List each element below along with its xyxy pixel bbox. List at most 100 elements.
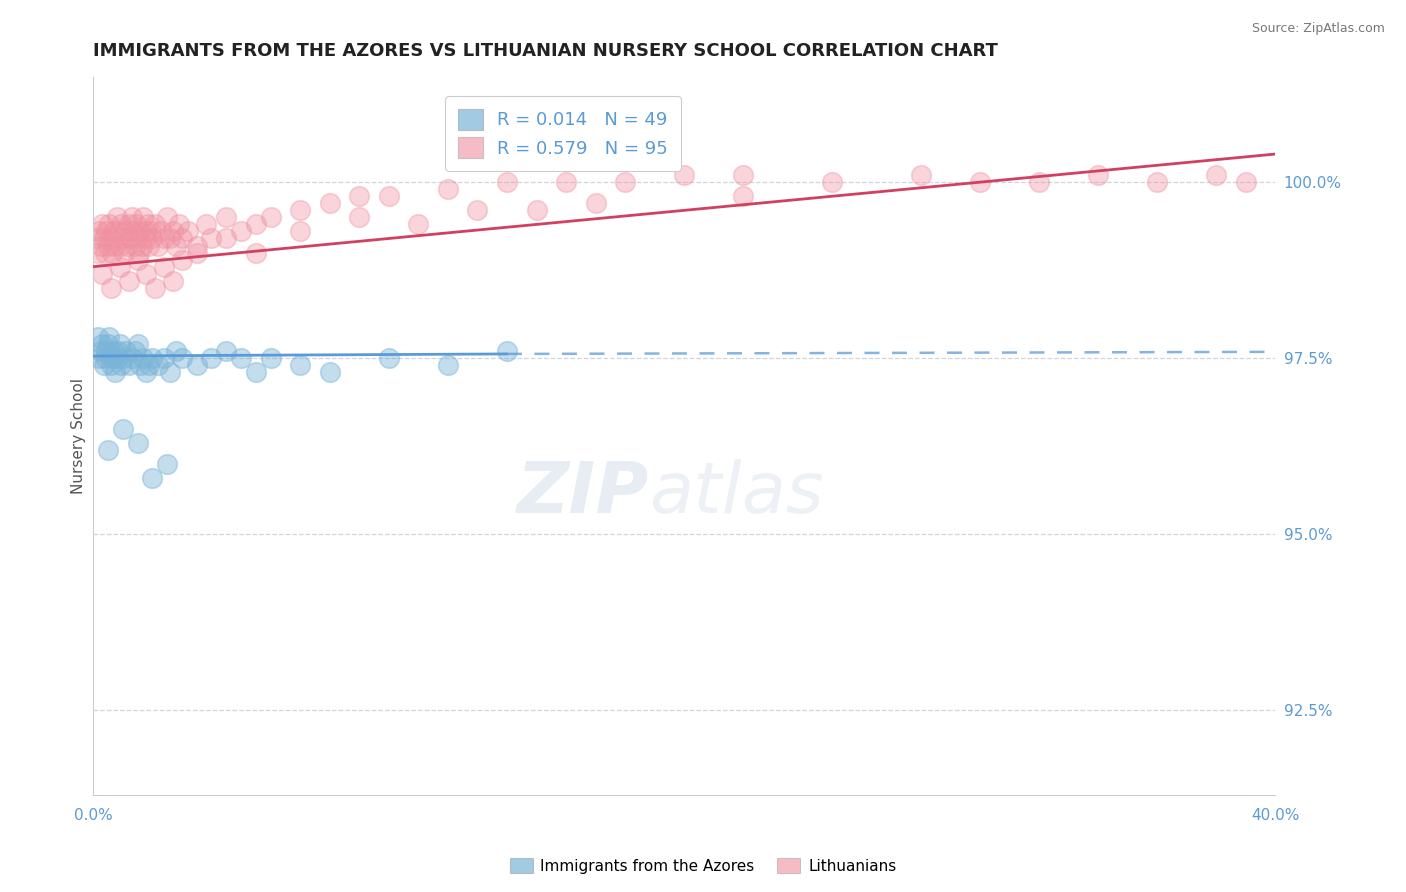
- Point: [156, 457, 179, 471]
- Point: [100, 231, 122, 245]
- Point: [215, 231, 238, 245]
- Point: [90, 344, 112, 359]
- Point: [86, 330, 108, 344]
- Point: [1234, 175, 1257, 189]
- Text: Source: ZipAtlas.com: Source: ZipAtlas.com: [1251, 22, 1385, 36]
- Text: ZIP: ZIP: [516, 458, 648, 527]
- Point: [167, 218, 190, 232]
- Point: [229, 351, 252, 366]
- Point: [288, 224, 311, 238]
- Point: [141, 351, 163, 366]
- Point: [148, 238, 170, 252]
- Point: [165, 344, 187, 359]
- Point: [135, 267, 157, 281]
- Point: [437, 182, 460, 196]
- Point: [245, 245, 267, 260]
- Point: [496, 175, 519, 189]
- Point: [153, 231, 176, 245]
- Point: [733, 189, 755, 203]
- Point: [408, 218, 430, 232]
- Point: [143, 281, 166, 295]
- Point: [1205, 168, 1227, 182]
- Point: [118, 218, 141, 232]
- Point: [107, 344, 129, 359]
- Point: [347, 211, 370, 225]
- Point: [245, 365, 267, 379]
- Point: [111, 231, 134, 245]
- Point: [162, 224, 184, 238]
- Point: [215, 211, 238, 225]
- Point: [110, 218, 132, 232]
- Point: [122, 224, 145, 238]
- Legend: Immigrants from the Azores, Lithuanians: Immigrants from the Azores, Lithuanians: [503, 852, 903, 880]
- Point: [132, 211, 155, 225]
- Point: [162, 274, 184, 288]
- Point: [90, 238, 112, 252]
- Point: [318, 196, 340, 211]
- Point: [288, 358, 311, 372]
- Point: [91, 267, 114, 281]
- Point: [177, 224, 200, 238]
- Point: [84, 231, 107, 245]
- Point: [186, 238, 208, 252]
- Point: [97, 238, 120, 252]
- Point: [124, 344, 146, 359]
- Point: [129, 224, 152, 238]
- Point: [170, 231, 193, 245]
- Point: [124, 238, 146, 252]
- Point: [150, 224, 173, 238]
- Point: [821, 175, 844, 189]
- Point: [103, 344, 125, 359]
- Point: [138, 358, 160, 372]
- Point: [526, 203, 548, 218]
- Point: [288, 203, 311, 218]
- Point: [115, 238, 138, 252]
- Point: [91, 218, 114, 232]
- Point: [111, 351, 134, 366]
- Point: [118, 358, 141, 372]
- Point: [347, 189, 370, 203]
- Point: [733, 168, 755, 182]
- Point: [101, 351, 124, 366]
- Point: [105, 211, 128, 225]
- Point: [200, 231, 222, 245]
- Point: [139, 224, 162, 238]
- Point: [101, 245, 124, 260]
- Point: [128, 245, 150, 260]
- Point: [132, 351, 155, 366]
- Text: IMMIGRANTS FROM THE AZORES VS LITHUANIAN NURSERY SCHOOL CORRELATION CHART: IMMIGRANTS FROM THE AZORES VS LITHUANIAN…: [93, 42, 998, 60]
- Point: [108, 238, 131, 252]
- Point: [614, 175, 637, 189]
- Point: [186, 358, 208, 372]
- Point: [127, 337, 149, 351]
- Point: [105, 351, 128, 366]
- Point: [143, 218, 166, 232]
- Point: [87, 224, 110, 238]
- Point: [585, 196, 607, 211]
- Point: [194, 218, 217, 232]
- Point: [125, 218, 148, 232]
- Point: [673, 168, 696, 182]
- Point: [91, 337, 114, 351]
- Point: [103, 224, 125, 238]
- Point: [159, 231, 181, 245]
- Point: [1087, 168, 1109, 182]
- Point: [118, 274, 141, 288]
- Point: [121, 211, 143, 225]
- Legend: R = 0.014   N = 49, R = 0.579   N = 95: R = 0.014 N = 49, R = 0.579 N = 95: [446, 96, 681, 170]
- Point: [141, 471, 163, 485]
- Point: [100, 358, 122, 372]
- Point: [97, 337, 120, 351]
- Point: [170, 252, 193, 267]
- Point: [93, 358, 115, 372]
- Point: [98, 330, 121, 344]
- Y-axis label: Nursery School: Nursery School: [72, 377, 86, 493]
- Point: [318, 365, 340, 379]
- Point: [467, 203, 489, 218]
- Point: [134, 231, 156, 245]
- Point: [112, 245, 135, 260]
- Point: [127, 231, 149, 245]
- Point: [94, 351, 117, 366]
- Point: [104, 365, 127, 379]
- Point: [245, 218, 267, 232]
